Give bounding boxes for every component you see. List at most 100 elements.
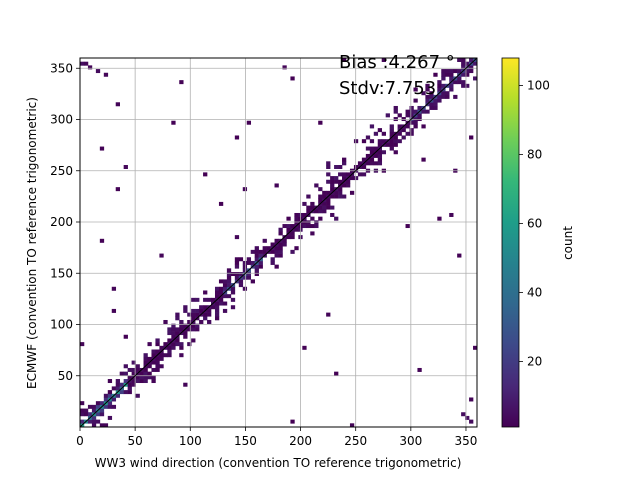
heatmap-cell (147, 371, 152, 376)
heatmap-cell (143, 367, 148, 372)
heatmap-cell (207, 312, 212, 317)
heatmap-cell (302, 201, 307, 206)
heatmap-cell (445, 72, 450, 77)
heatmap-cell (238, 279, 244, 284)
heatmap-cell (234, 235, 240, 240)
heatmap-cell (191, 297, 196, 302)
heatmap-cell (345, 172, 351, 177)
colorbar-tick-label: 60 (527, 217, 542, 231)
heatmap-cell (322, 209, 327, 214)
heatmap-cell (147, 364, 152, 369)
heatmap-cell (270, 249, 275, 254)
heatmap-cell (445, 69, 450, 74)
heatmap-cell (326, 161, 331, 166)
heatmap-cell (167, 327, 172, 332)
heatmap-cell (413, 98, 418, 103)
heatmap-cell (314, 224, 319, 229)
heatmap-cell (322, 190, 327, 195)
heatmap-cell (175, 327, 180, 332)
colorbar-tick-label: 20 (527, 354, 542, 368)
heatmap-cell (421, 157, 426, 162)
heatmap-cell (131, 360, 136, 365)
heatmap-cell (214, 305, 220, 310)
heatmap-cell (270, 260, 275, 265)
heatmap-cell (461, 65, 466, 70)
heatmap-cell (179, 319, 184, 324)
heatmap-cell (334, 216, 339, 221)
heatmap-cell (234, 135, 240, 140)
heatmap-cell (449, 69, 454, 74)
heatmap-cell (302, 224, 307, 229)
heatmap-cell (318, 194, 323, 199)
heatmap-cell (413, 117, 418, 122)
heatmap-cell (107, 390, 113, 395)
heatmap-cell (441, 69, 446, 74)
heatmap-cell (151, 360, 156, 365)
heatmap-cell (361, 172, 367, 177)
heatmap-cell (310, 216, 315, 221)
x-tick-label: 200 (289, 434, 312, 448)
heatmap-cell (342, 183, 347, 188)
heatmap-cell (123, 371, 128, 376)
heatmap-cell (230, 272, 236, 277)
heatmap-cell (80, 401, 85, 406)
heatmap-cell (290, 419, 295, 424)
identity-line (79, 57, 478, 428)
heatmap-cell (361, 157, 367, 162)
heatmap-cell (429, 105, 434, 110)
heatmap-cell (278, 227, 283, 232)
heatmap-cell (199, 319, 204, 324)
heatmap-cell (330, 179, 335, 184)
heatmap-cell (393, 135, 398, 140)
heatmap-cell (183, 331, 188, 336)
heatmap-cell (369, 150, 375, 155)
heatmap-cell (159, 364, 164, 369)
heatmap-cell (258, 249, 263, 254)
heatmap-cell (143, 371, 148, 376)
heatmap-cell (326, 205, 331, 210)
heatmap-cell (262, 249, 267, 254)
heatmap-cell (425, 109, 430, 114)
heatmap-cell (103, 393, 109, 398)
heatmap-cell (310, 201, 315, 206)
heatmap-cell (278, 231, 283, 236)
heatmap-cell (195, 323, 200, 328)
heatmap-cell (226, 283, 232, 288)
heatmap-cell (349, 423, 355, 428)
heatmap-cell (151, 379, 156, 384)
heatmap-cell (226, 272, 232, 277)
heatmap-cell (103, 404, 109, 409)
heatmap-cell (238, 257, 244, 262)
heatmap-cell (397, 131, 402, 136)
y-tick-label: 300 (50, 113, 73, 127)
heatmap-cell (234, 272, 240, 277)
heatmap-cell (310, 224, 315, 229)
heatmap-cell (95, 419, 101, 424)
heatmap-cell (449, 72, 454, 77)
heatmap-cell (461, 80, 466, 85)
heatmap-cell (115, 386, 120, 391)
heatmap-cell (334, 165, 339, 169)
heatmap-cell (377, 161, 383, 166)
heatmap-cell (111, 397, 117, 402)
heatmap-cell (226, 275, 232, 280)
plot-frame (79, 57, 478, 428)
heatmap-cell (143, 353, 148, 358)
heatmap-cell (226, 279, 232, 284)
heatmap-cell (143, 375, 148, 380)
heatmap-cell (175, 338, 180, 343)
heatmap-cell (334, 190, 339, 195)
heatmap-cell (409, 120, 414, 125)
heatmap-cell (151, 375, 156, 380)
heatmap-cell (445, 91, 450, 96)
heatmap-cell (393, 139, 398, 144)
heatmap-cell (254, 249, 259, 254)
x-tick-label: 250 (344, 434, 367, 448)
heatmap-cell (123, 364, 128, 369)
heatmap-cell (330, 176, 335, 181)
heatmap-cell (167, 349, 172, 354)
heatmap-cell (91, 419, 97, 424)
heatmap-cell (306, 194, 311, 199)
heatmap-cell (417, 113, 422, 118)
x-tick-label: 150 (234, 434, 257, 448)
